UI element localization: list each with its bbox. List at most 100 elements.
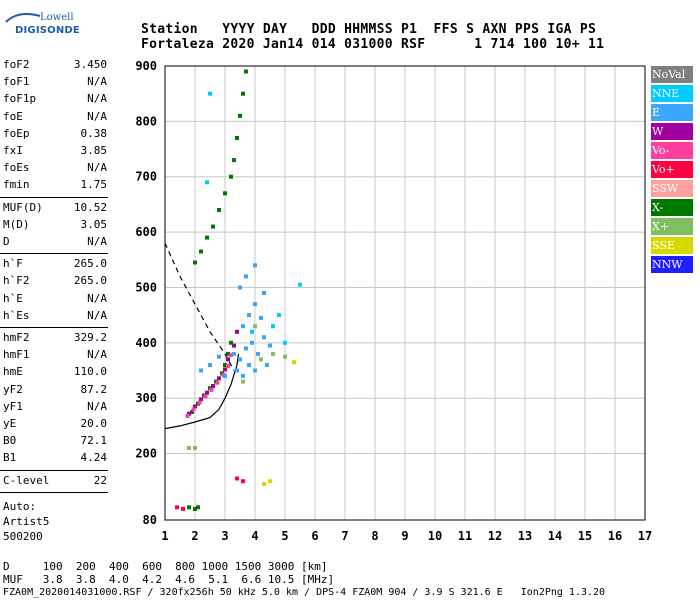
echo-point-e xyxy=(250,340,254,345)
axis-ticks: 1 2 3 4 5 6 7 8 9 10 11 12 13 14 15 16 17802003004005006… xyxy=(135,59,652,543)
param-name: fxI xyxy=(3,144,23,157)
param-value: 3.85 xyxy=(80,144,108,157)
x-tick-label: 9 xyxy=(401,529,408,543)
param-value: 329.2 xyxy=(73,331,107,344)
param-name: h`F2 xyxy=(3,274,30,288)
param-row-fof1: foF1 N/A xyxy=(3,75,107,92)
echo-point-e xyxy=(244,346,248,351)
legend-item-ssw: SSW xyxy=(651,180,693,197)
auto-info-artist-version: 500200 xyxy=(3,529,43,543)
param-row-yf2: yF2 87.2 xyxy=(3,383,107,400)
echo-point-w xyxy=(205,390,209,395)
header-values: Fortaleza 2020 Jan14 014 031000 RSF 1 71… xyxy=(141,37,605,52)
param-value: N/A xyxy=(87,161,107,175)
legend-item-x: X+ xyxy=(651,218,693,235)
echo-point-nne xyxy=(205,180,209,185)
param-name: C-level xyxy=(3,473,50,487)
echo-point-x xyxy=(235,136,239,140)
param-row-hf: h`F 265.0 xyxy=(3,257,107,274)
param-name: foF1p xyxy=(3,92,37,106)
param-name: foF1 xyxy=(3,75,30,89)
echo-point-x xyxy=(193,446,197,450)
muf-row: MUF 3.8 3.8 4.0 4.2 4.6 5.1 6.6 10.5 [MH… xyxy=(3,573,335,586)
param-value: 265.0 xyxy=(73,274,107,288)
dashed-curve xyxy=(164,242,235,371)
x-tick-label: 17 xyxy=(638,529,652,543)
echo-point-x xyxy=(244,69,248,74)
echo-point-vo xyxy=(235,476,239,481)
echo-point-w xyxy=(232,343,236,348)
echo-point-sse xyxy=(268,479,272,484)
y-tick-label: 800 xyxy=(135,114,157,128)
param-name: yF2 xyxy=(3,382,23,396)
echo-point-nne xyxy=(250,329,254,334)
ionogram-chart: 1 2 3 4 5 6 7 8 9 10 11 12 13 14 15 16 17802003004005006… xyxy=(135,59,652,543)
param-row-hf2: h`F2 265.0 xyxy=(3,274,107,291)
echo-point-e xyxy=(256,351,260,356)
echo-point-e xyxy=(259,315,263,320)
echo-point-w xyxy=(223,367,227,372)
echo-point-e xyxy=(232,351,236,356)
echo-point-e xyxy=(247,313,251,318)
param-value: 0.38 xyxy=(80,126,108,140)
param-row-foes: foEs N/A xyxy=(3,161,107,178)
echo-point-e xyxy=(235,368,239,373)
echo-point-x xyxy=(205,235,209,240)
echo-point-e xyxy=(238,285,242,290)
param-value: N/A xyxy=(87,399,107,413)
echo-point-e xyxy=(217,354,221,359)
param-row-hmf1: hmF1 N/A xyxy=(3,348,107,365)
echo-point-sse xyxy=(292,360,296,365)
echo-point-x xyxy=(232,158,236,163)
y-tick-label: 80 xyxy=(143,513,157,527)
param-name: hmF2 xyxy=(3,331,30,344)
echo-point-vo xyxy=(226,364,230,369)
y-tick-label: 700 xyxy=(135,170,157,184)
echo-point-vo xyxy=(181,506,185,511)
param-value: N/A xyxy=(87,75,107,89)
param-row-foep: foEp 0.38 xyxy=(3,127,107,144)
legend-item-sse: SSE xyxy=(651,237,693,254)
legend-item-vo: Vo- xyxy=(651,142,693,159)
echo-point-vo xyxy=(241,479,245,484)
echo-point-vo xyxy=(215,380,220,385)
echo-point-x xyxy=(229,340,233,345)
param-row-hes: h`Es N/A xyxy=(3,309,107,326)
distance-row: D 100 200 400 600 800 1000 1500 3000 [km… xyxy=(3,560,328,573)
plot-frame xyxy=(164,65,646,521)
x-tick-label: 13 xyxy=(518,529,532,543)
legend-item-nne: NNE xyxy=(651,85,693,102)
param-row-yf1: yF1 N/A xyxy=(3,400,107,417)
param-row-fof1p: foF1p N/A xyxy=(3,92,107,109)
param-value: 87.2 xyxy=(80,382,108,396)
x-tick-label: 10 xyxy=(428,529,442,543)
legend-item-w: W xyxy=(651,123,693,140)
echo-point-vo xyxy=(175,505,179,510)
param-row-clevel: C-level 22 xyxy=(3,474,107,491)
echo-point-x xyxy=(193,506,197,511)
x-tick-label: 1 xyxy=(161,529,168,543)
echo-point-x xyxy=(241,379,245,384)
echo-point-e xyxy=(223,374,227,378)
echo-point-w xyxy=(211,384,215,388)
x-tick-label: 6 xyxy=(311,529,318,543)
param-name: fmin xyxy=(3,178,30,192)
echo-point-w xyxy=(199,397,203,402)
echo-point-sse xyxy=(262,482,266,486)
echo-point-w xyxy=(226,357,230,362)
echo-point-w xyxy=(193,404,197,409)
echo-point-x xyxy=(271,351,275,356)
param-value: 110.0 xyxy=(73,365,107,379)
x-tick-label: 4 xyxy=(251,529,258,543)
digisonde-logo: Lowell DIGISONDE xyxy=(4,8,80,38)
echo-point-x xyxy=(196,505,200,510)
param-name: hmF1 xyxy=(3,348,30,362)
echo-point-e xyxy=(208,363,212,367)
param-name: foEs xyxy=(3,161,30,175)
y-tick-label: 300 xyxy=(135,391,157,405)
auto-info-auto-label: Auto: xyxy=(3,499,37,513)
y-tick-label: 400 xyxy=(135,336,157,350)
file-info-footer: FZA0M_2020014031000.RSF / 320fx256h 50 k… xyxy=(3,587,606,598)
param-value: 265.0 xyxy=(73,257,107,271)
chart-marks xyxy=(175,69,302,511)
